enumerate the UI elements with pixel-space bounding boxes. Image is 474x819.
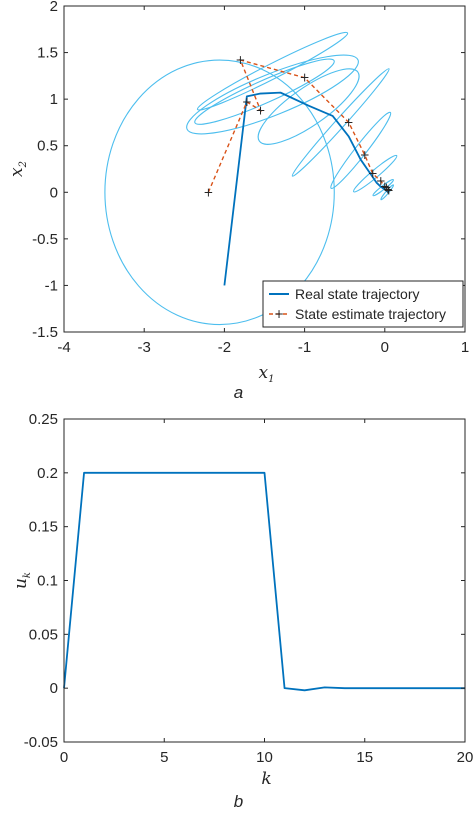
y-tick-label: 0.25 — [29, 411, 58, 428]
legend-label-estimate: State estimate trajectory — [295, 306, 446, 322]
covariance-ellipse-2 — [196, 31, 349, 111]
real-state-trajectory-line — [223, 91, 389, 286]
panel-b-xlabel: k — [261, 769, 271, 789]
estimate-point: + — [344, 115, 354, 129]
estimate-point: + — [376, 174, 386, 188]
legend-box — [262, 280, 464, 328]
x-tick-label: -1 — [298, 339, 311, 356]
panel-a-label: a — [234, 383, 243, 402]
estimate-point: + — [242, 95, 252, 109]
y-tick-label: -0.05 — [24, 734, 58, 751]
panel-a-axes-box — [63, 5, 466, 333]
x-tick-label: 1 — [461, 339, 469, 356]
x-tick-label: 5 — [160, 749, 168, 766]
input-series — [63, 471, 465, 692]
estimate-point: + — [381, 181, 391, 195]
panel-a-ylabel: x2 — [7, 161, 29, 177]
panel-b-label: b — [234, 792, 243, 811]
y-tick-label: -1 — [45, 277, 58, 294]
y-tick-label: 0.1 — [37, 573, 58, 590]
y-tick-label: -1.5 — [32, 324, 58, 341]
y-tick-label: 0.05 — [29, 626, 58, 643]
y-tick-label: 0 — [50, 184, 58, 201]
y-tick-label: 0.2 — [37, 465, 58, 482]
estimate-point: + — [255, 103, 265, 117]
covariance-ellipse-3 — [186, 54, 359, 135]
x-tick-label: 10 — [256, 749, 273, 766]
estimate-point: + — [383, 182, 393, 196]
x-tick-label: 0 — [381, 339, 389, 356]
y-tick-label: 2 — [50, 0, 58, 15]
x-tick-label: -3 — [138, 339, 151, 356]
x-tick-label: 0 — [60, 749, 68, 766]
covariance-ellipses — [104, 31, 398, 326]
x-tick-label: -2 — [218, 339, 231, 356]
x-tick-label: 20 — [457, 749, 474, 766]
estimate-point: + — [384, 183, 394, 197]
y-tick-label: 0.15 — [29, 519, 58, 536]
x-tick-label: -4 — [57, 339, 70, 356]
estimate-point: + — [380, 180, 390, 194]
legend: Real state trajectory + State estimate t… — [262, 280, 464, 328]
covariance-ellipse-6 — [291, 68, 390, 177]
covariance-ellipse-4 — [194, 58, 335, 125]
y-tick-label: 1 — [50, 91, 58, 108]
covariance-ellipse-1 — [104, 59, 335, 326]
legend-marker-estimate: + — [274, 307, 284, 321]
legend-label-real: Real state trajectory — [295, 286, 420, 302]
panel-a-ticks: -4 -3 -2 -1 0 1 -1.5 -1 -0.5 0 0.5 1 1.5 2 — [32, 0, 469, 356]
estimate-point: + — [235, 53, 245, 67]
state-estimate-trajectory-line — [207, 58, 390, 193]
input-signal-line — [63, 471, 465, 692]
x-tick-label: 15 — [356, 749, 373, 766]
estimate-point: + — [368, 167, 378, 181]
y-tick-label: 0.5 — [37, 138, 58, 155]
estimate-point: + — [300, 71, 310, 85]
panel-a-xlabel: x1 — [259, 363, 275, 385]
y-tick-label: 0 — [50, 680, 58, 697]
y-tick-label: 1.5 — [37, 45, 58, 62]
panel-a-state-plot: +++++++++++++ -4 -3 -2 -1 0 1 -1.5 -1 -0.5 0 0.5 1 1… — [7, 0, 469, 402]
panel-b-axes-box — [63, 418, 466, 743]
estimate-point: + — [360, 148, 370, 162]
covariance-ellipse-7 — [330, 111, 392, 189]
y-tick-label: -0.5 — [32, 231, 58, 248]
trajectory-series: +++++++++++++ — [203, 53, 394, 286]
estimate-point: + — [203, 185, 213, 199]
covariance-ellipse-8 — [352, 154, 398, 193]
panel-b-ylabel: uk — [11, 572, 33, 589]
covariance-ellipse-5 — [257, 68, 360, 145]
